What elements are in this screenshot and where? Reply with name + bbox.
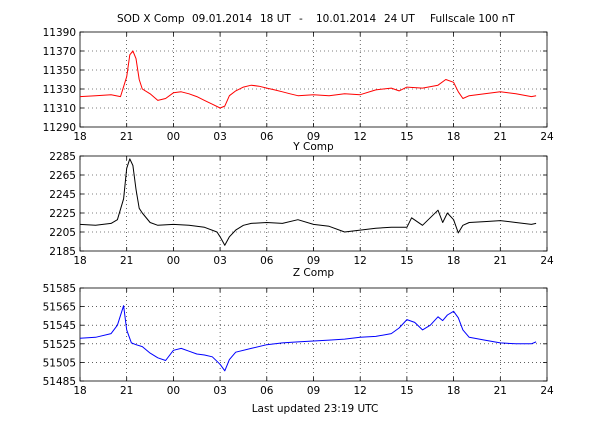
header-station: SOD X Comp	[117, 13, 185, 25]
x-tick-label: 24	[540, 131, 554, 143]
x-tick-label: 18	[447, 131, 460, 143]
x-tick-label: 21	[494, 385, 507, 397]
series-line	[79, 158, 537, 246]
x-tick-label: 00	[167, 131, 180, 143]
x-tick-label: 03	[213, 131, 226, 143]
x-tick-label: 12	[354, 255, 367, 267]
y-tick-label: 11370	[43, 46, 76, 58]
y-tick-label: 11290	[43, 122, 76, 134]
x-tick-label: 18	[73, 131, 86, 143]
x-tick-label: 09	[307, 255, 320, 267]
x-tick-label: 09	[307, 131, 320, 143]
x-tick-label: 18	[73, 385, 86, 397]
x-tick-label: 15	[400, 255, 413, 267]
y-tick-label: 2205	[49, 227, 76, 239]
x-tick-label: 06	[260, 255, 274, 267]
x-tick-label: 24	[540, 255, 554, 267]
y-tick-label: 2225	[49, 208, 76, 220]
y-tick-label: 11350	[43, 65, 76, 77]
y-comp-panel: Y Comp 18 21 00 03 06 09 12 15 18 21 24 2185 2205 2225…	[49, 141, 554, 267]
y-tick-label: 51565	[43, 302, 76, 314]
series-line	[79, 305, 537, 372]
x-tick-label: 12	[354, 131, 367, 143]
x-tick-label: 21	[120, 385, 133, 397]
x-tick-label: 00	[167, 255, 180, 267]
y-tick-label: 11310	[43, 103, 76, 115]
x-tick-label: 21	[120, 255, 133, 267]
x-tick-label: 21	[494, 131, 507, 143]
x-tick-label: 09	[307, 385, 320, 397]
x-tick-label: 03	[213, 255, 226, 267]
y-tick-label: 11330	[43, 84, 76, 96]
x-comp-panel: 18 21 00 03 06 09 12 15 18 21 24 11290 11310 11330 113…	[43, 27, 554, 143]
x-tick-label: 21	[120, 131, 133, 143]
y-tick-label: 2285	[49, 151, 76, 163]
header-fullscale: Fullscale 100 nT	[430, 13, 515, 25]
y-tick-label: 51485	[43, 376, 76, 388]
x-tick-label: 24	[540, 385, 554, 397]
y-tick-label: 51585	[43, 283, 76, 295]
y-tick-label: 2185	[49, 246, 76, 258]
x-tick-label: 21	[494, 255, 507, 267]
x-tick-label: 18	[447, 385, 460, 397]
y-tick-label: 51525	[43, 339, 76, 351]
x-tick-label: 00	[167, 385, 180, 397]
x-tick-label: 06	[260, 131, 274, 143]
axes-frame	[79, 287, 548, 382]
series-line	[79, 50, 537, 109]
y-tick-label: 2265	[49, 170, 76, 182]
panel-title: Y Comp	[292, 141, 334, 153]
header-end-date: 10.01.2014	[316, 13, 376, 25]
y-tick-label: 11390	[43, 27, 76, 39]
panel-title: Z Comp	[293, 267, 335, 279]
last-updated-label: Last updated 23:19 UTC	[252, 403, 379, 415]
z-comp-panel: Z Comp 18 21 00 03 06 09 12 15 18 21 24 51485 51505 51…	[43, 267, 554, 397]
x-tick-label: 15	[400, 131, 413, 143]
header-dash: -	[299, 13, 303, 25]
header-end-time: 24 UT	[384, 13, 415, 25]
header-start-time: 18 UT	[260, 13, 291, 25]
x-tick-label: 12	[354, 385, 367, 397]
y-tick-label: 2245	[49, 189, 76, 201]
x-tick-label: 06	[260, 385, 274, 397]
x-tick-label: 18	[447, 255, 460, 267]
y-tick-label: 51545	[43, 320, 76, 332]
header-start-date: 09.01.2014	[192, 13, 252, 25]
x-tick-label: 18	[73, 255, 86, 267]
x-tick-label: 15	[400, 385, 413, 397]
x-tick-label: 03	[213, 385, 226, 397]
y-tick-label: 51505	[43, 357, 76, 369]
